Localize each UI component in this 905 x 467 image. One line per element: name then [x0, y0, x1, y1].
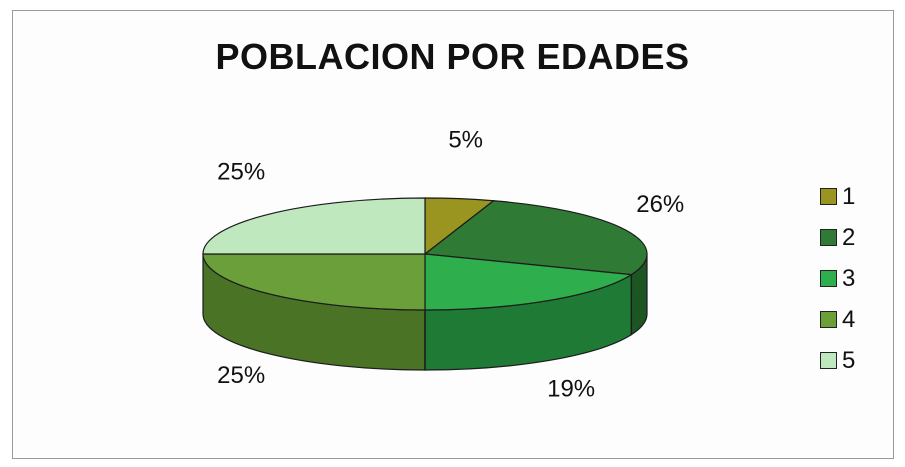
chart-title: POBLACION POR EDADES	[215, 36, 690, 77]
percent-label-5: 25%	[217, 159, 265, 186]
legend-item-5: 5	[820, 340, 882, 381]
percent-label-3: 19%	[547, 376, 595, 403]
percent-label-1: 5%	[448, 127, 483, 154]
percent-label-2: 26%	[636, 191, 684, 218]
pie-slice-4	[202, 253, 426, 311]
legend-swatch-5	[820, 352, 837, 369]
legend: 1 2 3 4 5	[820, 176, 882, 381]
legend-swatch-4	[820, 311, 837, 328]
legend-swatch-1	[820, 188, 837, 205]
percent-label-4: 25%	[217, 362, 265, 389]
pie-tops	[202, 197, 648, 311]
legend-item-1: 1	[820, 176, 882, 217]
pie-slice-3	[424, 253, 634, 311]
percent-labels: 5% 26% 19% 25% 25%	[217, 127, 684, 403]
legend-swatch-3	[820, 270, 837, 287]
legend-label-1: 1	[842, 182, 856, 210]
legend-item-4: 4	[820, 299, 882, 340]
legend-label-2: 2	[842, 223, 856, 251]
legend-item-3: 3	[820, 258, 882, 299]
legend-label-4: 4	[842, 305, 856, 333]
legend-item-2: 2	[820, 217, 882, 258]
legend-label-5: 5	[842, 346, 856, 374]
legend-swatch-2	[820, 229, 837, 246]
pie-slice-5	[202, 197, 426, 255]
pie-slice-2	[423, 200, 648, 276]
legend-label-3: 3	[842, 264, 856, 292]
